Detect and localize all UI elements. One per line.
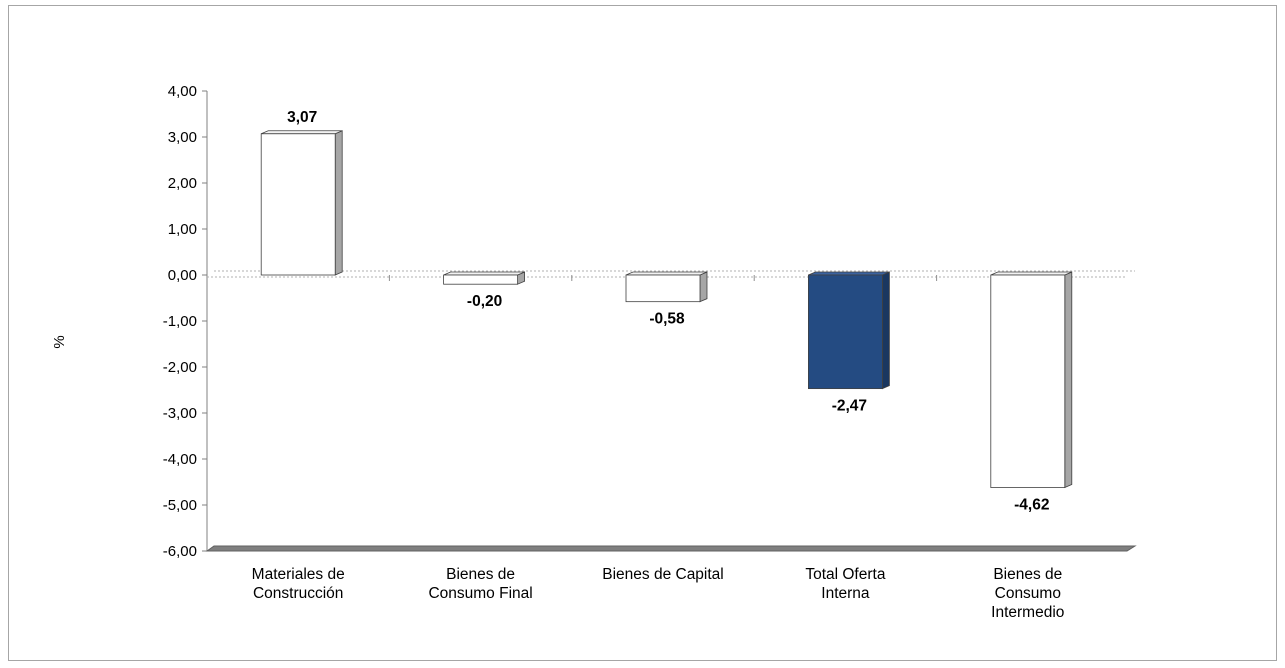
chart-floor bbox=[205, 545, 1137, 552]
bar bbox=[990, 274, 1066, 488]
data-label: 3,07 bbox=[287, 109, 317, 126]
bar bbox=[443, 274, 519, 285]
bar-side bbox=[699, 271, 708, 303]
chart-frame: 4,00 3,00 2,00 1,00 0,00 -1,00 -2,00 -3,00 -4,00… bbox=[8, 5, 1277, 661]
bar bbox=[260, 133, 336, 276]
data-label: -2,47 bbox=[832, 398, 867, 415]
bar-top bbox=[808, 271, 890, 276]
y-tick-label: 0,00 bbox=[168, 267, 197, 284]
bar bbox=[625, 274, 701, 303]
bar-chart: 4,00 3,00 2,00 1,00 0,00 -1,00 -2,00 -3,00 -4,00… bbox=[51, 83, 1137, 621]
bar bbox=[808, 274, 883, 390]
bar-top bbox=[261, 130, 343, 135]
category-label: Materiales de bbox=[252, 566, 345, 583]
bar-side bbox=[882, 271, 890, 390]
y-tick-label: -6,00 bbox=[163, 543, 197, 560]
y-tick-label: 1,00 bbox=[168, 221, 197, 238]
bar-side bbox=[334, 130, 343, 276]
y-tick-label: 3,00 bbox=[168, 129, 197, 146]
y-tick-label: -2,00 bbox=[163, 359, 197, 376]
category-label: Interna bbox=[821, 585, 870, 602]
y-axis-title: % bbox=[51, 335, 68, 348]
y-tick-label: 4,00 bbox=[168, 83, 197, 100]
bar-top bbox=[625, 271, 708, 276]
category-label: Consumo bbox=[995, 585, 1061, 602]
data-label: -0,20 bbox=[467, 293, 502, 310]
category-label: Bienes de Capital bbox=[602, 566, 724, 583]
data-label: -0,58 bbox=[649, 311, 685, 328]
y-tick-label: -3,00 bbox=[163, 405, 197, 422]
data-label: -4,62 bbox=[1014, 497, 1049, 514]
category-label: Bienes de bbox=[446, 566, 515, 583]
chart-bars bbox=[260, 130, 1073, 489]
category-label: Construcción bbox=[253, 585, 343, 602]
chart-labels: 3,07 Materiales de Construcción -0,20 Bienes… bbox=[252, 109, 1065, 621]
category-label: Intermedio bbox=[991, 604, 1064, 621]
y-tick-label: 2,00 bbox=[168, 175, 197, 192]
y-tick-label: -4,00 bbox=[163, 451, 197, 468]
bar-top bbox=[990, 271, 1072, 276]
category-label: Total Oferta bbox=[805, 566, 885, 583]
y-tick-label: -1,00 bbox=[163, 313, 197, 330]
category-label: Bienes de bbox=[993, 566, 1062, 583]
bar-side bbox=[1064, 271, 1073, 489]
bar-top bbox=[443, 271, 525, 276]
y-tick-label: -5,00 bbox=[163, 497, 197, 514]
category-label: Consumo Final bbox=[428, 585, 532, 602]
